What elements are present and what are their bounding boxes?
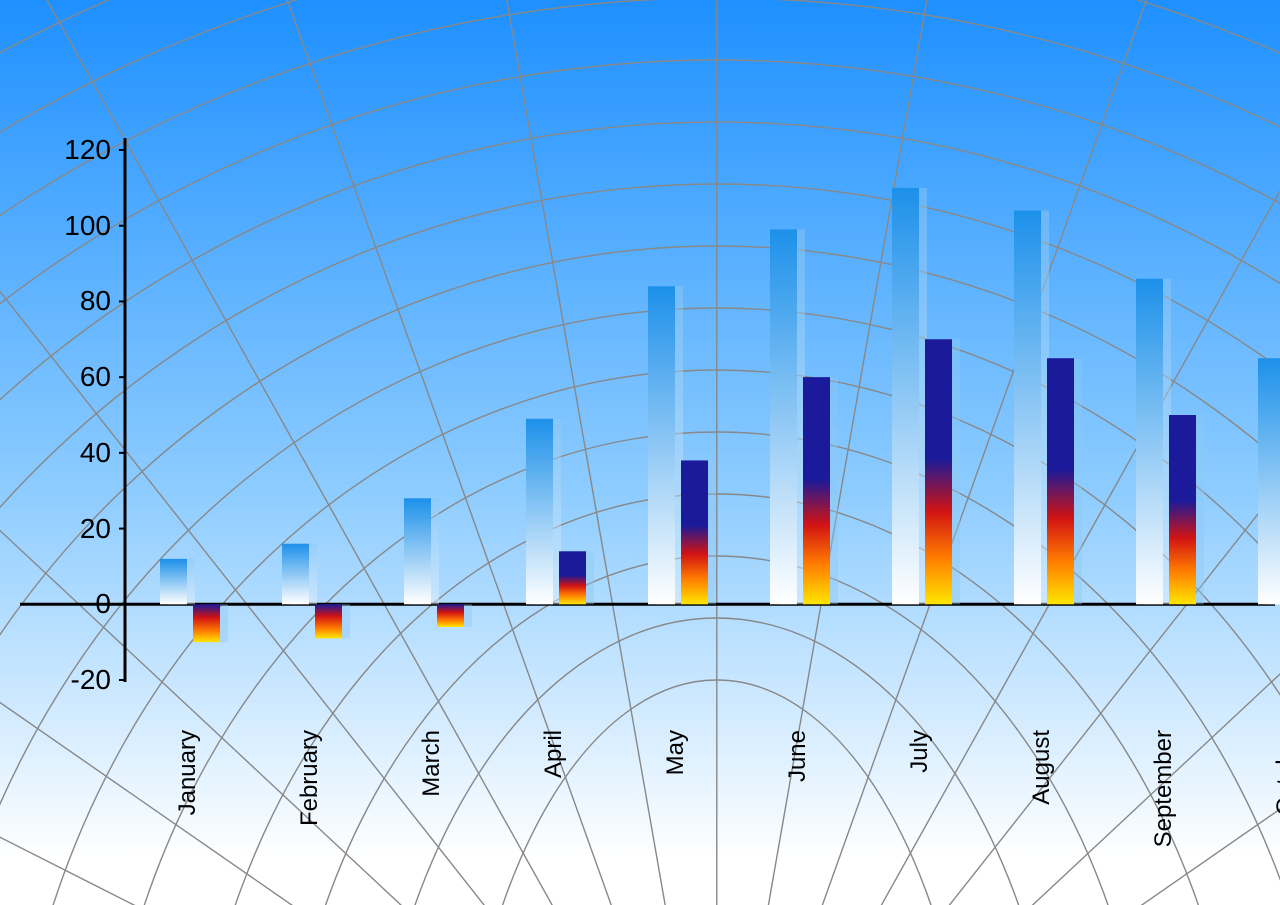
series-b-bar <box>925 339 952 604</box>
y-tick-label: 80 <box>11 285 111 317</box>
series-b-bar <box>193 604 220 642</box>
series-a-bar <box>1258 358 1280 604</box>
series-b-bar <box>1047 358 1074 604</box>
y-tick-label: 0 <box>11 588 111 620</box>
series-b-bar <box>803 377 830 604</box>
series-b-bar <box>1169 415 1196 604</box>
x-tick-label: July <box>906 730 934 773</box>
y-tick-label: 20 <box>11 513 111 545</box>
series-a-bar <box>160 559 187 604</box>
x-tick-label: March <box>418 730 446 797</box>
series-a-bar <box>1136 279 1163 605</box>
y-tick-label: 60 <box>11 361 111 393</box>
series-a-bar <box>892 188 919 604</box>
y-tick-label: -20 <box>11 664 111 696</box>
series-b-bar <box>559 551 586 604</box>
x-tick-label: August <box>1028 730 1056 805</box>
y-tick-label: 100 <box>11 210 111 242</box>
series-a-bar <box>526 419 553 605</box>
y-tick-label: 120 <box>11 134 111 166</box>
series-a-bar <box>282 544 309 605</box>
x-tick-label: October <box>1272 730 1280 815</box>
series-a-bar <box>404 498 431 604</box>
x-tick-label: January <box>174 730 202 815</box>
x-tick-label: September <box>1150 730 1178 847</box>
x-tick-label: June <box>784 730 812 782</box>
x-tick-label: May <box>662 730 690 775</box>
series-a-bar <box>1014 211 1041 605</box>
series-b-bar <box>681 460 708 604</box>
x-tick-label: February <box>296 730 324 826</box>
series-a-bar <box>648 286 675 604</box>
x-tick-label: April <box>540 730 568 778</box>
monthly-bar-chart: -20 0 20 40 60 80 100 120 January February March A… <box>0 0 1280 905</box>
series-a-bar <box>770 230 797 605</box>
y-tick-label: 40 <box>11 437 111 469</box>
series-b-bar <box>315 604 342 638</box>
series-b-bar <box>437 604 464 627</box>
